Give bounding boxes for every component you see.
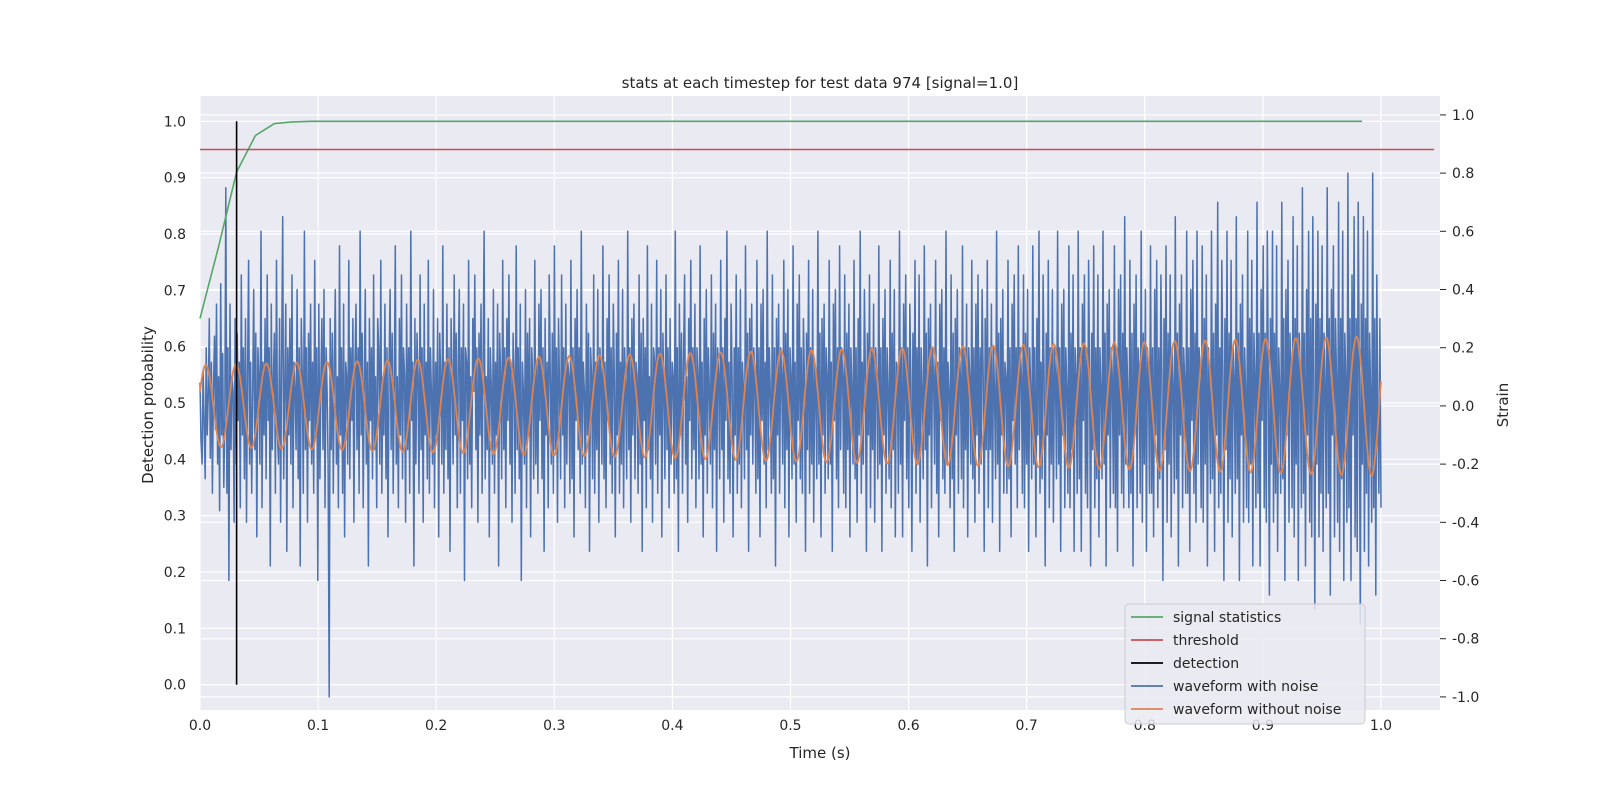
x-tick-label: 0.5 (779, 718, 801, 734)
series-layer (199, 120, 1435, 698)
x-axis-label: Time (s) (789, 744, 851, 762)
x-tick-label: 0.1 (307, 718, 329, 734)
x-tick-labels: 0.0 0.1 0.2 0.3 0.4 0.5 0.6 0.7 0.8 0.9 1.0 (189, 718, 1392, 734)
series-waveform-without-noise (199, 335, 1382, 477)
x-tick-label: 0.6 (897, 718, 919, 734)
legend-box (1124, 603, 1366, 725)
legend-label: threshold (1173, 633, 1239, 649)
legend: signal statistics threshold detection wavef… (1124, 603, 1366, 725)
left-y-tick-label: 0.6 (164, 340, 186, 356)
left-y-tick-labels: 0.0 0.1 0.2 0.3 0.4 0.5 0.6 0.7 0.8 0.9 1.0 (164, 114, 186, 693)
right-y-tick-label: 0.8 (1452, 166, 1474, 182)
x-tick-label: 0.2 (425, 718, 447, 734)
right-y-tick-label: -0.4 (1452, 515, 1479, 531)
right-y-tick-label: -1.0 (1452, 690, 1479, 706)
x-tick-label: 0.7 (1016, 718, 1038, 734)
legend-label: signal statistics (1173, 610, 1281, 626)
left-y-tick-label: 0.5 (164, 396, 186, 412)
right-y-tick-label: -0.2 (1452, 457, 1479, 473)
left-y-tick-label: 0.9 (164, 171, 186, 187)
x-tick-label: 1.0 (1370, 718, 1392, 734)
x-tick-label: 0.0 (189, 718, 211, 734)
right-y-axis-label: Strain (1494, 383, 1512, 427)
left-y-tick-label: 0.8 (164, 227, 186, 243)
left-y-tick-label: 0.7 (164, 283, 186, 299)
right-y-tick-label: -0.6 (1452, 574, 1479, 590)
right-y-tick-label: 1.0 (1452, 108, 1474, 124)
right-y-tick-label: 0.6 (1452, 224, 1474, 240)
legend-label: detection (1173, 656, 1239, 672)
left-y-tick-label: 0.2 (164, 565, 186, 581)
left-y-axis-label: Detection probability (139, 326, 157, 484)
chart-title: stats at each timestep for test data 974… (622, 74, 1019, 92)
series-signal-statistics (199, 120, 1363, 319)
right-y-tick-label: 0.0 (1452, 399, 1474, 415)
left-y-tick-label: 0.1 (164, 621, 186, 637)
right-y-tick-labels: -1.0 -0.8 -0.6 -0.4 -0.2 0.0 0.2 0.4 0.6 0.8 1.0 (1440, 108, 1479, 706)
left-y-tick-label: 1.0 (164, 114, 186, 130)
right-y-tick-label: 0.4 (1452, 283, 1474, 299)
right-y-tick-label: -0.8 (1452, 632, 1479, 648)
right-y-tick-label: 0.2 (1452, 341, 1474, 357)
x-tick-label: 0.4 (661, 718, 683, 734)
left-y-tick-label: 0.3 (164, 509, 186, 525)
legend-label: waveform with noise (1173, 679, 1318, 695)
x-tick-label: 0.3 (543, 718, 565, 734)
legend-label: waveform without noise (1173, 702, 1341, 718)
left-y-tick-label: 0.0 (164, 678, 186, 694)
left-y-tick-label: 0.4 (164, 452, 186, 468)
